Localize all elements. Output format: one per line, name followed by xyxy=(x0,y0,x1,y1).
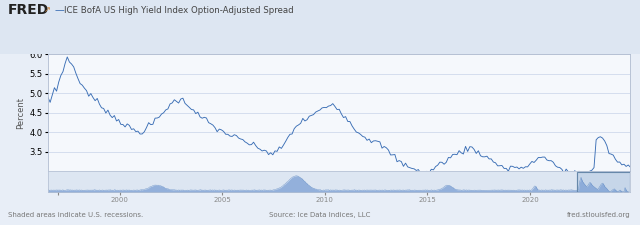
Bar xyxy=(577,171,630,192)
Y-axis label: Percent: Percent xyxy=(16,97,25,128)
Text: fred.stlouisfed.org: fred.stlouisfed.org xyxy=(567,212,630,218)
Text: Source: Ice Data Indices, LLC: Source: Ice Data Indices, LLC xyxy=(269,212,371,218)
Text: FRED: FRED xyxy=(8,3,49,17)
Text: Shaded areas indicate U.S. recessions.: Shaded areas indicate U.S. recessions. xyxy=(8,212,143,218)
Text: —: — xyxy=(54,5,64,15)
Text: ↗: ↗ xyxy=(44,5,51,14)
Bar xyxy=(577,172,630,192)
Text: ICE BofA US High Yield Index Option-Adjusted Spread: ICE BofA US High Yield Index Option-Adju… xyxy=(64,6,294,15)
